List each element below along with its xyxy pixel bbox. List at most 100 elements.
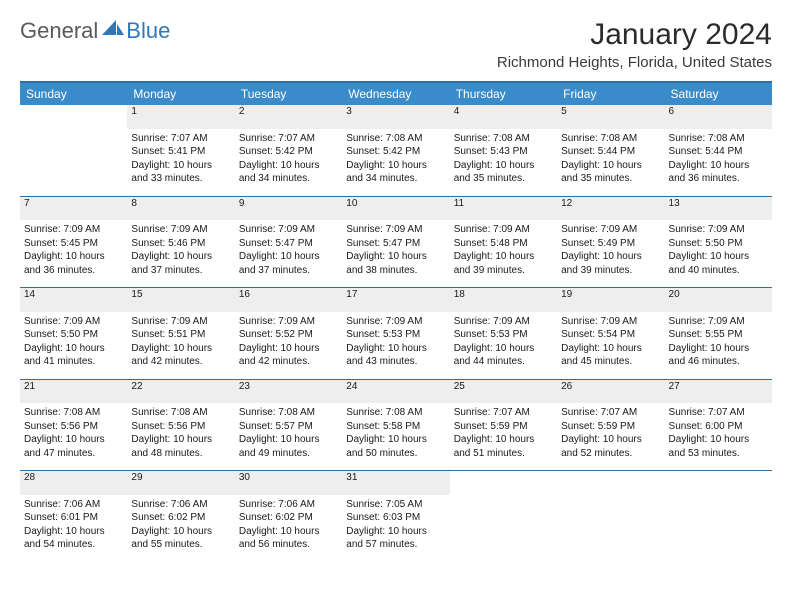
day-number-cell: 6 bbox=[665, 105, 772, 129]
page-title: January 2024 bbox=[497, 18, 772, 52]
day-info-cell: Sunrise: 7:07 AMSunset: 6:00 PMDaylight:… bbox=[665, 403, 772, 471]
sunrise-line: Sunrise: 7:07 AM bbox=[239, 132, 338, 146]
daylight-line: Daylight: 10 hours and 41 minutes. bbox=[24, 342, 123, 369]
day-info-cell: Sunrise: 7:09 AMSunset: 5:50 PMDaylight:… bbox=[665, 220, 772, 288]
day-number-cell: 27 bbox=[665, 379, 772, 403]
daylight-line: Daylight: 10 hours and 39 minutes. bbox=[454, 250, 553, 277]
daylight-line: Daylight: 10 hours and 35 minutes. bbox=[561, 159, 660, 186]
day-info-cell: Sunrise: 7:09 AMSunset: 5:47 PMDaylight:… bbox=[235, 220, 342, 288]
day-header: Sunday bbox=[20, 82, 127, 105]
sunset-line: Sunset: 5:50 PM bbox=[669, 237, 768, 251]
day-number-row: 123456 bbox=[20, 105, 772, 129]
sunset-line: Sunset: 5:48 PM bbox=[454, 237, 553, 251]
day-info-cell: Sunrise: 7:08 AMSunset: 5:56 PMDaylight:… bbox=[127, 403, 234, 471]
sunrise-line: Sunrise: 7:05 AM bbox=[346, 498, 445, 512]
daylight-line: Daylight: 10 hours and 47 minutes. bbox=[24, 433, 123, 460]
day-info-cell: Sunrise: 7:07 AMSunset: 5:59 PMDaylight:… bbox=[450, 403, 557, 471]
title-block: January 2024 Richmond Heights, Florida, … bbox=[497, 18, 772, 71]
day-info-row: Sunrise: 7:07 AMSunset: 5:41 PMDaylight:… bbox=[20, 129, 772, 197]
day-info-cell: Sunrise: 7:08 AMSunset: 5:42 PMDaylight:… bbox=[342, 129, 449, 197]
calendar-table: SundayMondayTuesdayWednesdayThursdayFrid… bbox=[20, 81, 772, 562]
day-number-cell: 19 bbox=[557, 288, 664, 312]
sunset-line: Sunset: 6:01 PM bbox=[24, 511, 123, 525]
day-info-cell: Sunrise: 7:09 AMSunset: 5:50 PMDaylight:… bbox=[20, 312, 127, 380]
day-header: Wednesday bbox=[342, 82, 449, 105]
day-header: Saturday bbox=[665, 82, 772, 105]
day-number-cell: 25 bbox=[450, 379, 557, 403]
sunrise-line: Sunrise: 7:08 AM bbox=[24, 406, 123, 420]
sunset-line: Sunset: 5:58 PM bbox=[346, 420, 445, 434]
daylight-line: Daylight: 10 hours and 44 minutes. bbox=[454, 342, 553, 369]
sunset-line: Sunset: 5:44 PM bbox=[561, 145, 660, 159]
day-number-cell: 12 bbox=[557, 196, 664, 220]
daylight-line: Daylight: 10 hours and 45 minutes. bbox=[561, 342, 660, 369]
day-info-cell bbox=[20, 129, 127, 197]
day-number-cell: 15 bbox=[127, 288, 234, 312]
daylight-line: Daylight: 10 hours and 56 minutes. bbox=[239, 525, 338, 552]
sunset-line: Sunset: 6:03 PM bbox=[346, 511, 445, 525]
day-info-cell: Sunrise: 7:08 AMSunset: 5:57 PMDaylight:… bbox=[235, 403, 342, 471]
sunrise-line: Sunrise: 7:06 AM bbox=[239, 498, 338, 512]
daylight-line: Daylight: 10 hours and 54 minutes. bbox=[24, 525, 123, 552]
sunrise-line: Sunrise: 7:07 AM bbox=[669, 406, 768, 420]
day-info-cell: Sunrise: 7:08 AMSunset: 5:44 PMDaylight:… bbox=[557, 129, 664, 197]
day-number-cell: 26 bbox=[557, 379, 664, 403]
daylight-line: Daylight: 10 hours and 53 minutes. bbox=[669, 433, 768, 460]
day-number-cell bbox=[665, 471, 772, 495]
sunrise-line: Sunrise: 7:09 AM bbox=[561, 315, 660, 329]
daylight-line: Daylight: 10 hours and 34 minutes. bbox=[346, 159, 445, 186]
day-number-cell: 17 bbox=[342, 288, 449, 312]
daylight-line: Daylight: 10 hours and 49 minutes. bbox=[239, 433, 338, 460]
sunset-line: Sunset: 5:51 PM bbox=[131, 328, 230, 342]
day-info-cell: Sunrise: 7:05 AMSunset: 6:03 PMDaylight:… bbox=[342, 495, 449, 562]
sunset-line: Sunset: 5:47 PM bbox=[239, 237, 338, 251]
daylight-line: Daylight: 10 hours and 33 minutes. bbox=[131, 159, 230, 186]
day-number-cell: 14 bbox=[20, 288, 127, 312]
day-info-cell bbox=[450, 495, 557, 562]
day-info-cell: Sunrise: 7:08 AMSunset: 5:44 PMDaylight:… bbox=[665, 129, 772, 197]
sunset-line: Sunset: 5:47 PM bbox=[346, 237, 445, 251]
location-subtitle: Richmond Heights, Florida, United States bbox=[497, 54, 772, 71]
daylight-line: Daylight: 10 hours and 55 minutes. bbox=[131, 525, 230, 552]
daylight-line: Daylight: 10 hours and 42 minutes. bbox=[131, 342, 230, 369]
day-number-cell: 31 bbox=[342, 471, 449, 495]
day-info-cell: Sunrise: 7:08 AMSunset: 5:58 PMDaylight:… bbox=[342, 403, 449, 471]
sunrise-line: Sunrise: 7:08 AM bbox=[669, 132, 768, 146]
daylight-line: Daylight: 10 hours and 40 minutes. bbox=[669, 250, 768, 277]
day-info-cell: Sunrise: 7:09 AMSunset: 5:45 PMDaylight:… bbox=[20, 220, 127, 288]
daylight-line: Daylight: 10 hours and 51 minutes. bbox=[454, 433, 553, 460]
sunrise-line: Sunrise: 7:09 AM bbox=[346, 223, 445, 237]
day-number-cell: 16 bbox=[235, 288, 342, 312]
day-info-cell: Sunrise: 7:06 AMSunset: 6:01 PMDaylight:… bbox=[20, 495, 127, 562]
day-number-cell: 2 bbox=[235, 105, 342, 129]
sunrise-line: Sunrise: 7:09 AM bbox=[24, 315, 123, 329]
sunset-line: Sunset: 5:56 PM bbox=[131, 420, 230, 434]
sunrise-line: Sunrise: 7:09 AM bbox=[131, 223, 230, 237]
day-info-cell: Sunrise: 7:07 AMSunset: 5:41 PMDaylight:… bbox=[127, 129, 234, 197]
day-number-row: 28293031 bbox=[20, 471, 772, 495]
day-number-row: 21222324252627 bbox=[20, 379, 772, 403]
day-info-cell: Sunrise: 7:08 AMSunset: 5:56 PMDaylight:… bbox=[20, 403, 127, 471]
day-info-cell: Sunrise: 7:06 AMSunset: 6:02 PMDaylight:… bbox=[127, 495, 234, 562]
sunrise-line: Sunrise: 7:09 AM bbox=[454, 223, 553, 237]
day-number-cell: 21 bbox=[20, 379, 127, 403]
sunset-line: Sunset: 5:44 PM bbox=[669, 145, 768, 159]
day-info-cell: Sunrise: 7:09 AMSunset: 5:49 PMDaylight:… bbox=[557, 220, 664, 288]
day-number-cell: 9 bbox=[235, 196, 342, 220]
daylight-line: Daylight: 10 hours and 34 minutes. bbox=[239, 159, 338, 186]
logo-sail-icon bbox=[102, 20, 124, 43]
day-number-cell bbox=[450, 471, 557, 495]
day-number-cell bbox=[20, 105, 127, 129]
sunrise-line: Sunrise: 7:08 AM bbox=[239, 406, 338, 420]
sunrise-line: Sunrise: 7:07 AM bbox=[131, 132, 230, 146]
day-number-cell bbox=[557, 471, 664, 495]
day-info-cell: Sunrise: 7:09 AMSunset: 5:53 PMDaylight:… bbox=[342, 312, 449, 380]
sunrise-line: Sunrise: 7:09 AM bbox=[669, 315, 768, 329]
day-number-cell: 23 bbox=[235, 379, 342, 403]
sunrise-line: Sunrise: 7:09 AM bbox=[239, 223, 338, 237]
sunset-line: Sunset: 6:00 PM bbox=[669, 420, 768, 434]
day-number-cell: 28 bbox=[20, 471, 127, 495]
day-info-cell: Sunrise: 7:08 AMSunset: 5:43 PMDaylight:… bbox=[450, 129, 557, 197]
sunset-line: Sunset: 5:45 PM bbox=[24, 237, 123, 251]
sunset-line: Sunset: 5:52 PM bbox=[239, 328, 338, 342]
